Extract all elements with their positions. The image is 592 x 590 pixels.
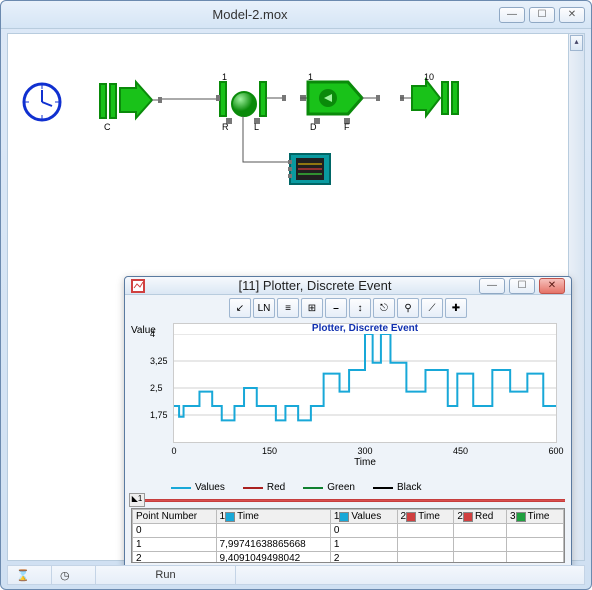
- source-gate-block[interactable]: C: [96, 78, 162, 131]
- toolbar-button-9[interactable]: ✚: [445, 298, 467, 318]
- xtick: 0: [171, 446, 176, 456]
- toolbar-button-0[interactable]: ↙: [229, 298, 251, 318]
- status-clock-icon: ◷: [52, 566, 96, 584]
- xtick: 300: [357, 446, 372, 456]
- plotter-maximize-button[interactable]: ☐: [509, 278, 535, 294]
- plotter-window-icon: [131, 279, 145, 293]
- plotter-block[interactable]: [288, 152, 332, 189]
- activity-label-d: D: [310, 122, 317, 132]
- plotter-close-button[interactable]: ✕: [539, 278, 565, 294]
- main-window-title: Model-2.mox: [1, 7, 499, 22]
- status-run-label: Run: [96, 566, 236, 584]
- activity-label-f: F: [344, 122, 350, 132]
- plotter-toolbar: ↙LN≡⊞⎯↕⎋⚲⟋✚: [125, 295, 571, 321]
- xtick: 150: [262, 446, 277, 456]
- toolbar-button-2[interactable]: ≡: [277, 298, 299, 318]
- main-window: Model-2.mox — ☐ ✕ ▴: [0, 0, 592, 590]
- main-maximize-button[interactable]: ☐: [529, 7, 555, 23]
- toolbar-button-1[interactable]: LN: [253, 298, 275, 318]
- ytick: 4: [150, 329, 155, 339]
- legend-item: Red: [243, 482, 285, 493]
- sink-gate-label: 10: [424, 72, 434, 82]
- queue-label-r: R: [222, 122, 229, 132]
- toolbar-button-5[interactable]: ↕: [349, 298, 371, 318]
- table-row[interactable]: 29,40910494980422: [133, 552, 564, 563]
- sink-gate-block[interactable]: 10: [400, 74, 460, 125]
- pane-divider[interactable]: ◣1: [131, 499, 565, 502]
- column-header[interactable]: 2Time: [397, 510, 454, 524]
- main-close-button[interactable]: ✕: [559, 7, 585, 23]
- ytick: 3,25: [150, 356, 168, 366]
- column-header[interactable]: 1Values: [330, 510, 397, 524]
- xtick: 450: [453, 446, 468, 456]
- chart-xlabel: Time: [167, 457, 563, 468]
- queue-block[interactable]: 1 R L: [216, 74, 286, 133]
- column-header[interactable]: Point Number: [133, 510, 217, 524]
- toolbar-button-4[interactable]: ⎯: [325, 298, 347, 318]
- queue-block-index: 1: [222, 72, 227, 82]
- status-bar: ⌛ ◷ Run: [7, 565, 585, 585]
- plotter-minimize-button[interactable]: —: [479, 278, 505, 294]
- toolbar-button-3[interactable]: ⊞: [301, 298, 323, 318]
- legend-item: Values: [171, 482, 225, 493]
- main-minimize-button[interactable]: —: [499, 7, 525, 23]
- column-header[interactable]: 2Red: [454, 510, 507, 524]
- activity-block-index: 1: [308, 72, 313, 82]
- column-header[interactable]: 1Time: [216, 510, 330, 524]
- toolbar-button-7[interactable]: ⚲: [397, 298, 419, 318]
- ytick: 2,5: [150, 383, 163, 393]
- main-titlebar[interactable]: Model-2.mox — ☐ ✕: [1, 1, 591, 29]
- activity-block[interactable]: 1 D F: [300, 74, 380, 133]
- table-row[interactable]: 00: [133, 524, 564, 538]
- model-canvas[interactable]: ▴ C: [7, 33, 585, 561]
- plotter-titlebar[interactable]: [11] Plotter, Discrete Event — ☐ ✕: [125, 277, 571, 295]
- chart-title: Plotter, Discrete Event: [174, 323, 556, 334]
- chart-area[interactable]: Plotter, Discrete Event 1,752,53,2540150…: [173, 323, 557, 443]
- plotter-window: [11] Plotter, Discrete Event — ☐ ✕ ↙LN≡⊞…: [124, 276, 572, 570]
- plotter-window-title: [11] Plotter, Discrete Event: [151, 278, 479, 293]
- legend-item: Green: [303, 482, 355, 493]
- table-row[interactable]: 17,997416388656681: [133, 538, 564, 552]
- source-gate-label: C: [104, 122, 111, 132]
- ytick: 1,75: [150, 410, 168, 420]
- data-grid[interactable]: Point Number1Time1Values2Time2Red3Time00…: [131, 508, 565, 563]
- toolbar-button-6[interactable]: ⎋: [373, 298, 395, 318]
- legend-item: Black: [373, 482, 421, 493]
- wire-icon: [162, 94, 218, 104]
- clock-block[interactable]: [20, 80, 64, 124]
- xtick: 600: [548, 446, 563, 456]
- column-header[interactable]: 3Time: [507, 510, 564, 524]
- toolbar-button-8[interactable]: ⟋: [421, 298, 443, 318]
- status-hourglass-icon: ⌛: [8, 566, 52, 584]
- pane-tab[interactable]: ◣1: [129, 493, 145, 507]
- chart-plot: [174, 334, 556, 442]
